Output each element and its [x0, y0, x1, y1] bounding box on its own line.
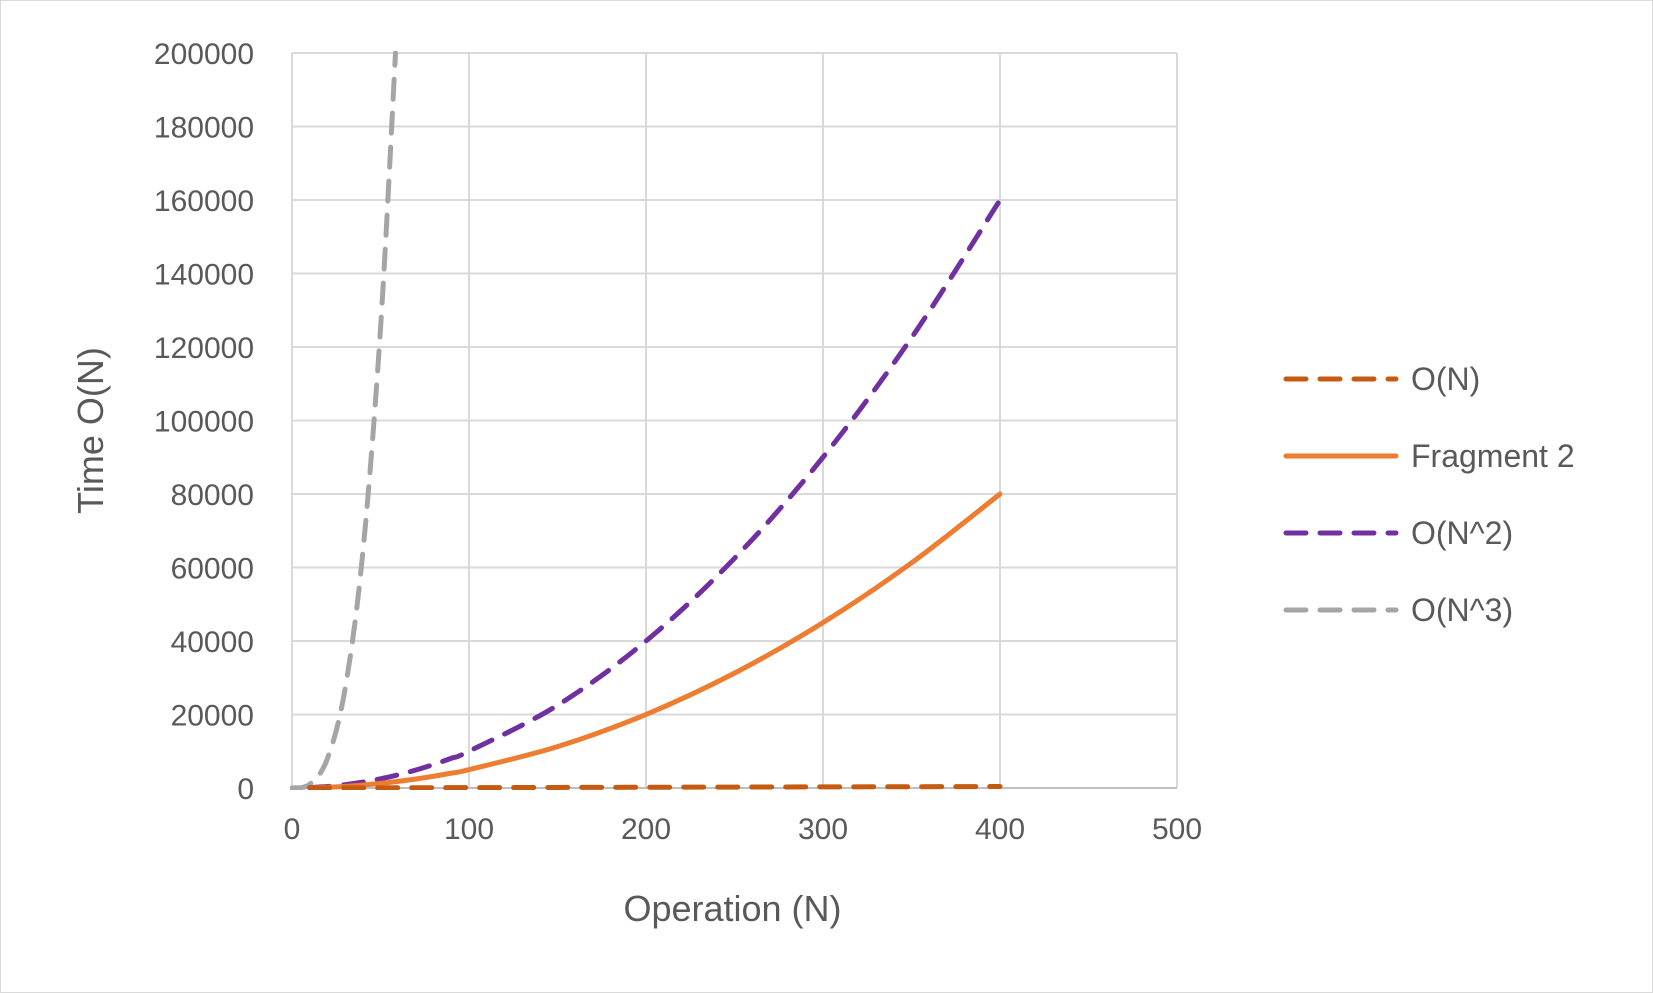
x-tick-label: 100	[444, 813, 494, 846]
series-line-fragment-2	[307, 491, 1003, 790]
series-line-o-n-3	[290, 51, 399, 790]
gridlines	[291, 52, 1178, 789]
y-tick-label: 120000	[154, 332, 254, 365]
legend-label: Fragment 2	[1411, 438, 1575, 474]
y-tick-label: 20000	[171, 700, 254, 733]
legend: O(N) Fragment 2 O(N^2) O(N^3)	[1283, 361, 1575, 628]
x-tick-label: 400	[975, 813, 1025, 846]
legend-entry: O(N^3)	[1283, 592, 1513, 628]
legend-label: O(N^3)	[1411, 592, 1513, 628]
y-tick-label: 0	[237, 773, 254, 806]
x-tick-label: 500	[1152, 813, 1202, 846]
legend-label: O(N)	[1411, 361, 1480, 397]
y-axis-title: Time O(N)	[70, 347, 111, 514]
y-tick-label: 60000	[171, 553, 254, 586]
y-tick-label: 140000	[154, 259, 254, 292]
x-axis-title: Operation (N)	[623, 888, 841, 929]
x-tick-label: 0	[284, 813, 301, 846]
legend-label: O(N^2)	[1411, 515, 1513, 551]
legend-entry: O(N^2)	[1283, 515, 1513, 551]
legend-entry: Fragment 2	[1283, 438, 1575, 474]
x-tick-label: 200	[621, 813, 671, 846]
y-tick-label: 160000	[154, 185, 254, 218]
tick-labels: 0 20000 40000 60000 80000 100000 120000 140000 1…	[154, 38, 1202, 846]
x-tick-label: 300	[798, 813, 848, 846]
series-line-o-n-2	[307, 197, 1003, 790]
series-line-o-n	[307, 784, 1003, 790]
y-tick-label: 180000	[154, 112, 254, 145]
y-tick-label: 80000	[171, 479, 254, 512]
y-tick-label: 100000	[154, 406, 254, 439]
series-lines	[290, 51, 1003, 790]
y-tick-label: 200000	[154, 38, 254, 71]
legend-entry: O(N)	[1283, 361, 1480, 397]
y-tick-label: 40000	[171, 626, 254, 659]
